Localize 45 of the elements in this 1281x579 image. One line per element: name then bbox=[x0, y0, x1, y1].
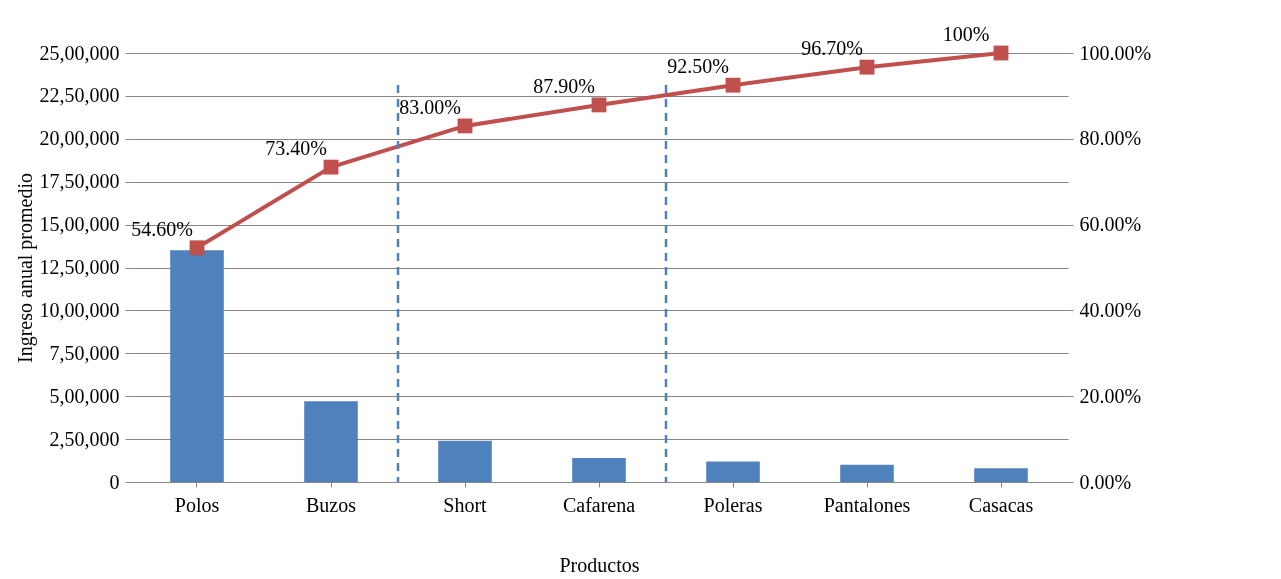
point bbox=[189, 240, 205, 256]
x-tick-label: Short bbox=[443, 493, 488, 516]
data-label: 54.60% bbox=[131, 217, 193, 240]
y-tick-label: 20,00,000 bbox=[39, 127, 120, 150]
y2-tick-label: 40.00% bbox=[1079, 298, 1142, 321]
bar bbox=[840, 464, 894, 482]
data-label: 100% bbox=[942, 23, 990, 45]
bar bbox=[706, 461, 760, 482]
x-tick-label: Poleras bbox=[703, 493, 763, 516]
y-tick-label: 15,00,000 bbox=[39, 213, 120, 236]
y2-tick-label: 80.00% bbox=[1079, 127, 1142, 150]
x-tick-label: Buzos bbox=[306, 493, 357, 516]
y-axis-title: Ingreso anual promedio bbox=[13, 173, 37, 363]
x-axis-title: Productos bbox=[559, 553, 640, 576]
bar bbox=[572, 457, 626, 482]
point bbox=[323, 159, 339, 175]
point bbox=[591, 97, 607, 113]
data-label: 87.90% bbox=[533, 74, 595, 97]
data-label: 92.50% bbox=[667, 55, 729, 78]
y-tick-label: 0 bbox=[109, 470, 120, 493]
point bbox=[859, 59, 875, 75]
y-tick-label: 2,50,000 bbox=[49, 427, 120, 450]
x-tick-label: Polos bbox=[174, 493, 220, 516]
y-tick-label: 5,00,000 bbox=[49, 384, 120, 407]
y-tick-label: 22,50,000 bbox=[39, 84, 120, 107]
y-tick-label: 10,00,000 bbox=[39, 298, 120, 321]
bar bbox=[304, 401, 358, 482]
y2-tick-label: 0.00% bbox=[1079, 470, 1132, 493]
bar bbox=[170, 250, 224, 482]
y-tick-label: 7,50,000 bbox=[49, 341, 120, 364]
bar bbox=[438, 440, 492, 482]
y2-tick-label: 100.00% bbox=[1079, 41, 1152, 64]
x-tick-label: Cafarena bbox=[562, 493, 636, 516]
bar bbox=[974, 468, 1028, 482]
x-tick-label: Pantalones bbox=[823, 493, 911, 516]
y2-tick-label: 20.00% bbox=[1079, 384, 1142, 407]
y-tick-label: 12,50,000 bbox=[39, 256, 120, 278]
x-tick-label: Casacas bbox=[968, 493, 1034, 516]
y-tick-label: 17,50,000 bbox=[39, 170, 120, 193]
data-label: 73.40% bbox=[265, 137, 327, 160]
data-label: 96.70% bbox=[801, 37, 863, 60]
data-label: 83.00% bbox=[399, 95, 461, 118]
point bbox=[725, 77, 741, 93]
y-tick-label: 25,00,000 bbox=[39, 41, 120, 64]
y2-tick-label: 60.00% bbox=[1079, 213, 1142, 236]
